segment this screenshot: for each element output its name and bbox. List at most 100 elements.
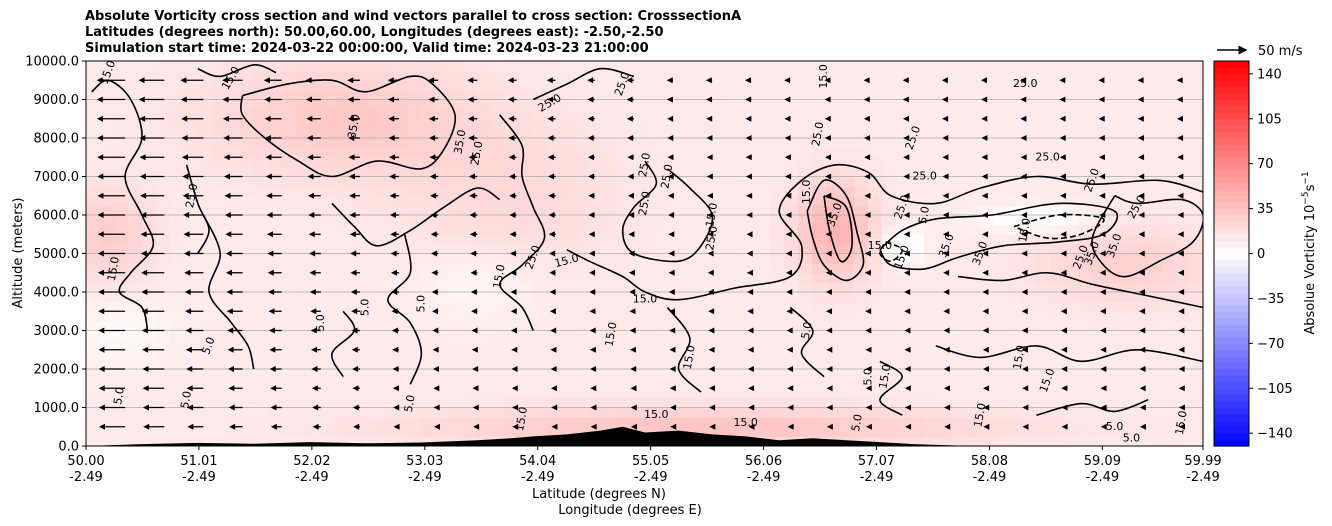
vorticity-cell xyxy=(211,417,227,428)
colorbar-segment xyxy=(1214,215,1249,223)
vorticity-cell xyxy=(1119,359,1134,370)
vorticity-cell xyxy=(867,147,883,158)
vorticity-cell xyxy=(393,417,408,428)
wind-vector-head xyxy=(1099,192,1106,199)
wind-vector-head xyxy=(98,346,105,353)
vorticity-cell xyxy=(504,215,520,226)
vorticity-cell xyxy=(518,292,534,303)
wind-vector-head xyxy=(669,366,676,372)
y-tick-label: 10000.0 xyxy=(25,55,79,70)
vorticity-cell xyxy=(867,301,883,312)
vorticity-cell xyxy=(1189,359,1203,370)
vorticity-cell xyxy=(407,157,422,168)
vorticity-cell xyxy=(1161,407,1176,418)
wind-vector-head xyxy=(785,173,792,180)
vorticity-cell xyxy=(449,349,464,360)
vorticity-cell xyxy=(1189,388,1203,399)
vorticity-cell xyxy=(979,147,995,158)
vorticity-cell xyxy=(1035,378,1051,389)
wind-vector-head xyxy=(1176,77,1183,84)
wind-vector-head xyxy=(589,327,596,334)
vorticity-cell xyxy=(1077,176,1092,187)
colorbar-segment xyxy=(1214,234,1249,242)
vorticity-cell xyxy=(365,224,380,235)
wind-vector-head xyxy=(97,135,104,141)
vorticity-cell xyxy=(644,89,660,101)
wind-vector-head xyxy=(1021,346,1028,353)
vorticity-cell xyxy=(1133,417,1148,428)
vorticity-cell xyxy=(169,292,185,303)
vorticity-cell xyxy=(937,349,953,360)
wind-vector-head xyxy=(60,116,66,122)
vorticity-cell xyxy=(365,349,380,360)
vorticity-cell xyxy=(113,157,129,168)
vorticity-cell xyxy=(812,378,827,389)
vorticity-cell xyxy=(490,369,506,380)
wind-vector-head xyxy=(226,269,233,276)
vorticity-cell xyxy=(616,89,632,101)
vorticity-cell xyxy=(686,70,701,81)
colorbar-segment xyxy=(1214,131,1249,139)
wind-vector-head xyxy=(349,192,356,199)
vorticity-cell xyxy=(155,89,171,101)
vorticity-cell xyxy=(281,109,297,120)
vorticity-cell xyxy=(504,128,520,139)
vorticity-cell xyxy=(1091,138,1106,149)
vorticity-cell xyxy=(979,320,995,332)
vorticity-cell xyxy=(211,215,227,226)
wind-vector-head xyxy=(668,250,675,257)
vorticity-cell xyxy=(867,243,883,255)
vorticity-cell xyxy=(979,407,995,418)
vorticity-cell xyxy=(532,186,548,197)
contour-line xyxy=(1091,195,1203,278)
vorticity-cell xyxy=(476,320,492,332)
vorticity-cell xyxy=(923,272,939,283)
vorticity-cell xyxy=(253,99,269,110)
vorticity-cell xyxy=(881,320,897,332)
wind-vector-head xyxy=(433,385,440,392)
vorticity-cell xyxy=(421,109,436,120)
vorticity-cell xyxy=(770,426,785,437)
vorticity-cell xyxy=(449,426,464,437)
vorticity-cell xyxy=(169,397,185,409)
vorticity-cell xyxy=(853,89,869,101)
vorticity-cell xyxy=(421,128,436,139)
vorticity-cell xyxy=(672,215,687,226)
wind-vector-head xyxy=(707,250,714,257)
vorticity-cell xyxy=(504,109,520,120)
wind-vector-head xyxy=(1177,250,1184,257)
wind-vector-head xyxy=(903,231,910,238)
vorticity-cell xyxy=(812,340,827,351)
vorticity-cell xyxy=(867,292,883,303)
vorticity-cell xyxy=(183,147,199,158)
vorticity-cell xyxy=(923,205,939,216)
y-tick-label: 1000.0 xyxy=(34,401,80,416)
vorticity-cell xyxy=(253,292,269,303)
vorticity-cell xyxy=(267,118,283,129)
vorticity-cell xyxy=(1007,215,1023,226)
vorticity-cell xyxy=(1147,195,1162,206)
vorticity-cell xyxy=(337,205,352,216)
vorticity-cell xyxy=(1077,128,1092,139)
vorticity-cell xyxy=(658,109,674,120)
vorticity-cell xyxy=(728,234,743,245)
vorticity-cell xyxy=(1021,407,1037,418)
wind-vector-head xyxy=(744,77,751,84)
vorticity-cell xyxy=(867,109,883,120)
vorticity-cell xyxy=(141,369,157,380)
wind-vector-head xyxy=(1099,231,1106,238)
vorticity-cell xyxy=(1021,118,1037,129)
vorticity-cell xyxy=(169,215,185,226)
vorticity-cell xyxy=(225,195,241,206)
vorticity-cell xyxy=(197,195,213,206)
vorticity-cell xyxy=(337,176,352,187)
vorticity-cell xyxy=(281,138,297,149)
vorticity-cell xyxy=(965,138,981,149)
vorticity-cell xyxy=(113,89,129,101)
vorticity-cell xyxy=(881,99,897,110)
vorticity-cell xyxy=(853,195,869,206)
vorticity-cell xyxy=(1049,272,1064,283)
vorticity-cell xyxy=(1063,89,1078,101)
vorticity-cell xyxy=(1007,330,1023,341)
wind-vector-head xyxy=(270,385,277,392)
